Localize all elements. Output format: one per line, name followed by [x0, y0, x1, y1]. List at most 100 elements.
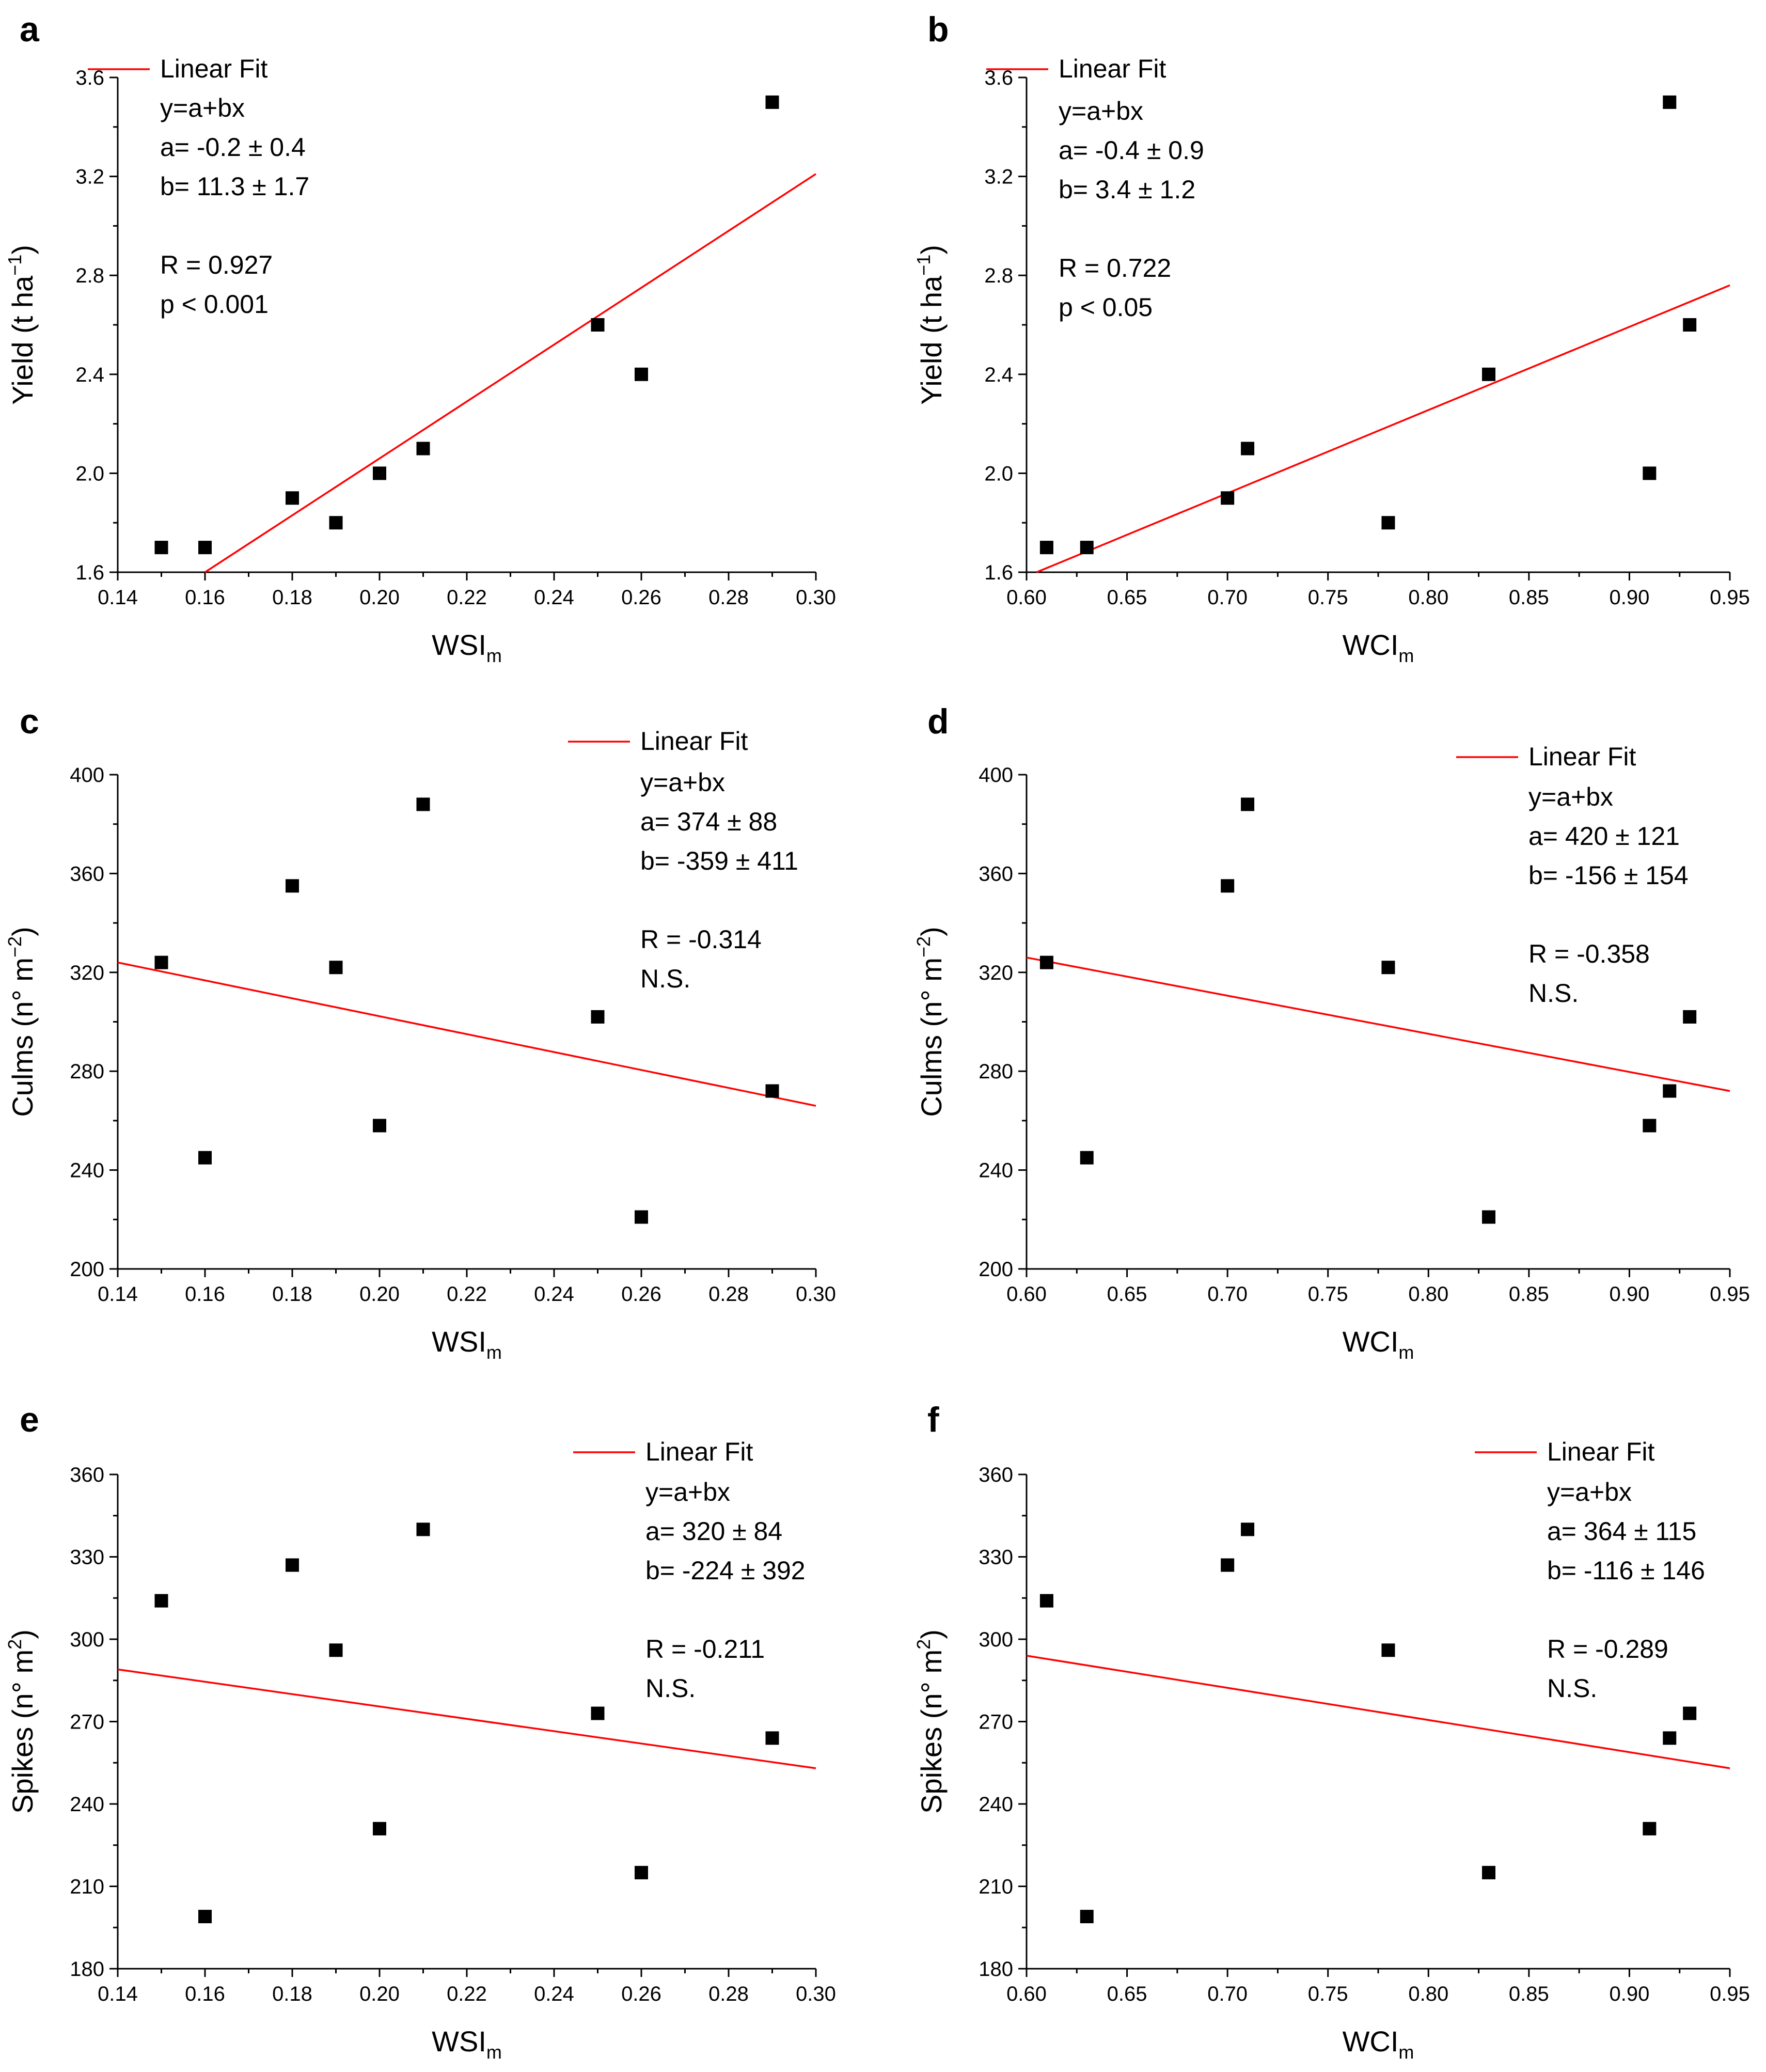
linear-fit-line	[117, 961, 816, 1107]
x-tick-label: 0.14	[98, 1283, 138, 1306]
linear-fit-line	[1026, 1655, 1730, 1769]
data-point	[373, 1119, 386, 1133]
x-tick-label: 0.75	[1308, 586, 1348, 609]
fit-annotation: R = 0.722	[1059, 254, 1171, 282]
data-point	[416, 1522, 430, 1536]
data-point	[416, 797, 430, 811]
fit-annotation: p < 0.001	[160, 290, 269, 319]
linear-fit-line	[117, 1668, 816, 1769]
panel-letter: c	[20, 702, 39, 741]
fit-annotation: N.S.	[645, 1674, 696, 1703]
data-point	[1241, 442, 1255, 456]
y-axis-label: Spikes (n° m2)	[913, 1629, 948, 1814]
x-tick-label: 0.24	[534, 1983, 574, 2005]
fit-annotation: y=a+bx	[1059, 97, 1143, 125]
y-tick-label: 2.0	[75, 462, 104, 485]
x-tick-label: 0.30	[796, 586, 836, 609]
y-tick-label: 320	[70, 962, 104, 984]
y-tick-label: 240	[979, 1793, 1013, 1816]
fit-annotation: b= 3.4 ± 1.2	[1059, 175, 1195, 204]
fit-annotation: N.S.	[640, 964, 690, 993]
fit-annotation: N.S.	[1528, 979, 1579, 1008]
x-tick-label: 0.24	[534, 586, 574, 609]
legend-label: Linear Fit	[1547, 1437, 1655, 1466]
y-tick-label: 200	[979, 1258, 1013, 1281]
data-point	[286, 491, 299, 505]
fit-annotation: a= -0.4 ± 0.9	[1059, 136, 1204, 165]
fit-annotation: y=a+bx	[1547, 1478, 1632, 1506]
legend-label: Linear Fit	[160, 54, 268, 83]
data-point	[1381, 961, 1395, 975]
fit-annotation: p < 0.05	[1059, 293, 1153, 322]
x-tick-label: 0.95	[1710, 1283, 1750, 1306]
y-axis-label: Yield (t ha−1)	[913, 245, 948, 405]
x-tick-label: 0.18	[272, 586, 312, 609]
x-tick-label: 0.14	[98, 586, 138, 609]
panel-f: f 0.60 0.65 0.70 0.75 0.80 0.85 0.90 0.95 180 210 2…	[913, 1400, 1750, 2063]
y-tick-label: 3.6	[75, 67, 104, 89]
y-tick-label: 2.8	[984, 264, 1013, 287]
y-tick-label: 360	[979, 862, 1013, 885]
y-tick-label: 3.2	[75, 166, 104, 189]
y-tick-label: 2.4	[984, 364, 1013, 386]
x-axis-label: WSIm	[432, 629, 502, 666]
data-point	[329, 516, 343, 530]
y-tick-label: 270	[70, 1711, 104, 1734]
data-point	[1039, 541, 1053, 555]
fit-annotation: a= 320 ± 84	[645, 1517, 782, 1546]
data-point	[1683, 318, 1697, 332]
x-tick-label: 0.18	[272, 1283, 312, 1306]
fit-annotation: a= -0.2 ± 0.4	[160, 133, 306, 162]
fit-annotation: R = 0.927	[160, 250, 273, 279]
x-axis-label: WCIm	[1343, 2025, 1414, 2063]
legend-label: Linear Fit	[1059, 54, 1166, 83]
x-tick-label: 0.70	[1207, 1283, 1248, 1306]
x-tick-label: 0.80	[1408, 1983, 1448, 2005]
axis-lines	[1026, 1474, 1730, 1970]
x-tick-label: 0.85	[1509, 1283, 1549, 1306]
data-point	[198, 541, 212, 555]
data-point	[1683, 1706, 1697, 1720]
panel-b: b 0.60 0.65 0.70 0.75 0.80 0.85 0.90 0.95 1.6 2.0 2…	[913, 10, 1750, 666]
data-point	[286, 1558, 299, 1572]
data-point	[1643, 1822, 1657, 1835]
data-point	[635, 367, 648, 381]
legend-label: Linear Fit	[645, 1437, 753, 1466]
data-point	[1482, 1210, 1496, 1224]
y-tick-label: 240	[979, 1159, 1013, 1182]
y-tick-label: 210	[70, 1876, 104, 1898]
x-tick-label: 0.28	[708, 586, 749, 609]
fit-annotation: y=a+bx	[1528, 782, 1613, 811]
y-tick-label: 280	[70, 1060, 104, 1083]
x-tick-label: 0.95	[1710, 1983, 1750, 2005]
data-point	[1221, 1558, 1235, 1572]
x-tick-label: 0.26	[621, 1983, 661, 2005]
y-tick-label: 280	[979, 1060, 1013, 1083]
x-tick-label: 0.22	[447, 1983, 487, 2005]
data-point	[1039, 955, 1053, 969]
data-point	[198, 1909, 212, 1923]
y-tick-label: 400	[70, 764, 104, 787]
x-tick-label: 0.22	[447, 1283, 487, 1306]
y-tick-label: 2.8	[75, 264, 104, 287]
x-axis-label: WSIm	[432, 2025, 502, 2063]
data-point	[1221, 879, 1235, 893]
data-point	[329, 1643, 343, 1657]
x-tick-label: 0.65	[1107, 586, 1147, 609]
y-tick-label: 2.0	[984, 462, 1013, 485]
panel-letter: e	[20, 1400, 39, 1439]
y-tick-label: 3.2	[984, 166, 1013, 189]
data-point	[1482, 1865, 1496, 1879]
fit-annotation: b= 11.3 ± 1.7	[160, 172, 309, 201]
data-point	[591, 1010, 605, 1024]
x-tick-label: 0.20	[359, 1983, 400, 2005]
x-tick-label: 0.28	[708, 1283, 749, 1306]
data-point	[1080, 1151, 1094, 1165]
fit-annotation: a= 364 ± 115	[1547, 1517, 1696, 1546]
axis-lines	[117, 1474, 816, 1970]
x-tick-label: 0.75	[1308, 1983, 1348, 2005]
y-tick-label: 330	[979, 1546, 1013, 1569]
x-tick-label: 0.70	[1207, 1983, 1248, 2005]
x-tick-label: 0.24	[534, 1283, 574, 1306]
